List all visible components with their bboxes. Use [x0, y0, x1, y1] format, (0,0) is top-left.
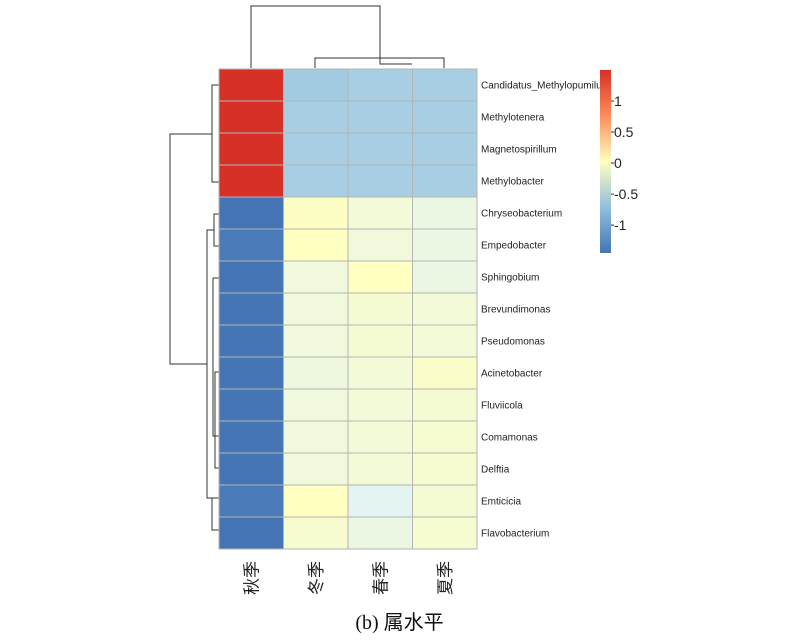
- legend-tick-label: -0.5: [614, 186, 638, 202]
- row-label: Methylotenera: [481, 113, 545, 124]
- heatmap-cell: [283, 228, 349, 262]
- heatmap-cell: [412, 260, 478, 294]
- heatmap-cell: [412, 228, 478, 262]
- row-label: Brevundimonas: [481, 305, 550, 316]
- heatmap-cell: [347, 260, 413, 294]
- legend-tick-label: 0.5: [614, 124, 634, 140]
- legend-color-bar: [600, 70, 611, 253]
- heatmap-cell: [218, 452, 284, 486]
- heatmap-cell: [218, 164, 284, 198]
- column-label: 春季: [371, 561, 391, 595]
- legend-tick-label: -1: [614, 217, 627, 233]
- heatmap-cell: [347, 356, 413, 390]
- heatmap-cell: [412, 132, 478, 166]
- heatmap-cell: [218, 292, 284, 326]
- heatmap-cell: [347, 68, 413, 102]
- column-label: 冬季: [307, 561, 327, 595]
- heatmap-cell: [412, 100, 478, 134]
- heatmap-cell: [218, 420, 284, 454]
- row-label: Pseudomonas: [481, 337, 545, 348]
- heatmap-cell: [412, 324, 478, 358]
- heatmap-cell: [218, 68, 284, 102]
- row-label: Emticicia: [481, 497, 521, 508]
- heatmap-cell: [283, 324, 349, 358]
- heatmap-cell: [412, 356, 478, 390]
- color-legend: 1 0.5 0 -0.5 -1: [600, 70, 638, 253]
- row-label: Flavobacterium: [481, 529, 549, 540]
- heatmap-cell: [283, 260, 349, 294]
- heatmap-cell: [218, 100, 284, 134]
- column-label: 秋季: [242, 561, 262, 595]
- heatmap-cell: [218, 260, 284, 294]
- heatmap-cell: [412, 68, 478, 102]
- heatmap-cell: [218, 196, 284, 230]
- row-label: Sphingobium: [481, 273, 539, 284]
- heatmap-cell: [218, 228, 284, 262]
- heatmap-cell: [283, 356, 349, 390]
- heatmap-cell: [218, 516, 284, 550]
- figure-caption: (b) 属水平: [355, 612, 444, 634]
- heatmap-cell: [218, 324, 284, 358]
- heatmap-cell: [347, 164, 413, 198]
- heatmap-cell: [283, 68, 349, 102]
- heatmap-cell: [218, 356, 284, 390]
- heatmap-cell: [218, 132, 284, 166]
- heatmap-cell: [412, 164, 478, 198]
- heatmap-cell: [218, 484, 284, 518]
- legend-tick-label: 0: [614, 155, 622, 171]
- heatmap-cell: [412, 388, 478, 422]
- heatmap-cell: [283, 164, 349, 198]
- heatmap-cell: [218, 388, 284, 422]
- row-label: Candidatus_Methylopumilus: [481, 81, 607, 92]
- heatmap-cell: [283, 452, 349, 486]
- heatmap-cell: [412, 420, 478, 454]
- heatmap-cell: [283, 484, 349, 518]
- heatmap-cell: [283, 388, 349, 422]
- legend-tick-label: 1: [614, 93, 622, 109]
- row-label: Methylobacter: [481, 177, 544, 188]
- column-labels: 秋季 冬季 春季 夏季: [242, 561, 456, 595]
- column-label: 夏季: [436, 561, 456, 595]
- heatmap-cell: [347, 324, 413, 358]
- heatmap-cell: [283, 196, 349, 230]
- row-label: Magnetospirillum: [481, 145, 557, 156]
- row-label: Empedobacter: [481, 241, 547, 252]
- row-label: Comamonas: [481, 433, 538, 444]
- row-dendrogram: [169, 84, 219, 531]
- heatmap-cell: [347, 484, 413, 518]
- heatmap-cell: [347, 452, 413, 486]
- heatmap-cell: [347, 228, 413, 262]
- heatmap-cell: [412, 196, 478, 230]
- row-label: Fluviicola: [481, 401, 523, 412]
- heatmap-cell: [347, 292, 413, 326]
- heatmap-cells: [218, 68, 478, 550]
- heatmap-cell: [283, 132, 349, 166]
- heatmap-cell: [347, 388, 413, 422]
- row-labels: Candidatus_Methylopumilus Methylotenera Ma…: [481, 81, 607, 540]
- heatmap-cell: [412, 292, 478, 326]
- row-label: Delftia: [481, 465, 510, 476]
- heatmap-cell: [347, 516, 413, 550]
- heatmap-cell: [412, 484, 478, 518]
- column-dendrogram: [250, 5, 445, 68]
- heatmap-cell: [283, 516, 349, 550]
- heatmap-cell: [347, 196, 413, 230]
- heatmap-cell: [347, 420, 413, 454]
- heatmap-cell: [412, 452, 478, 486]
- heatmap-cell: [283, 100, 349, 134]
- heatmap-cell: [347, 100, 413, 134]
- heatmap-cell: [283, 420, 349, 454]
- heatmap-cell: [283, 292, 349, 326]
- row-label: Acinetobacter: [481, 369, 543, 380]
- heatmap-cell: [347, 132, 413, 166]
- heatmap-cell: [412, 516, 478, 550]
- row-label: Chryseobacterium: [481, 209, 562, 220]
